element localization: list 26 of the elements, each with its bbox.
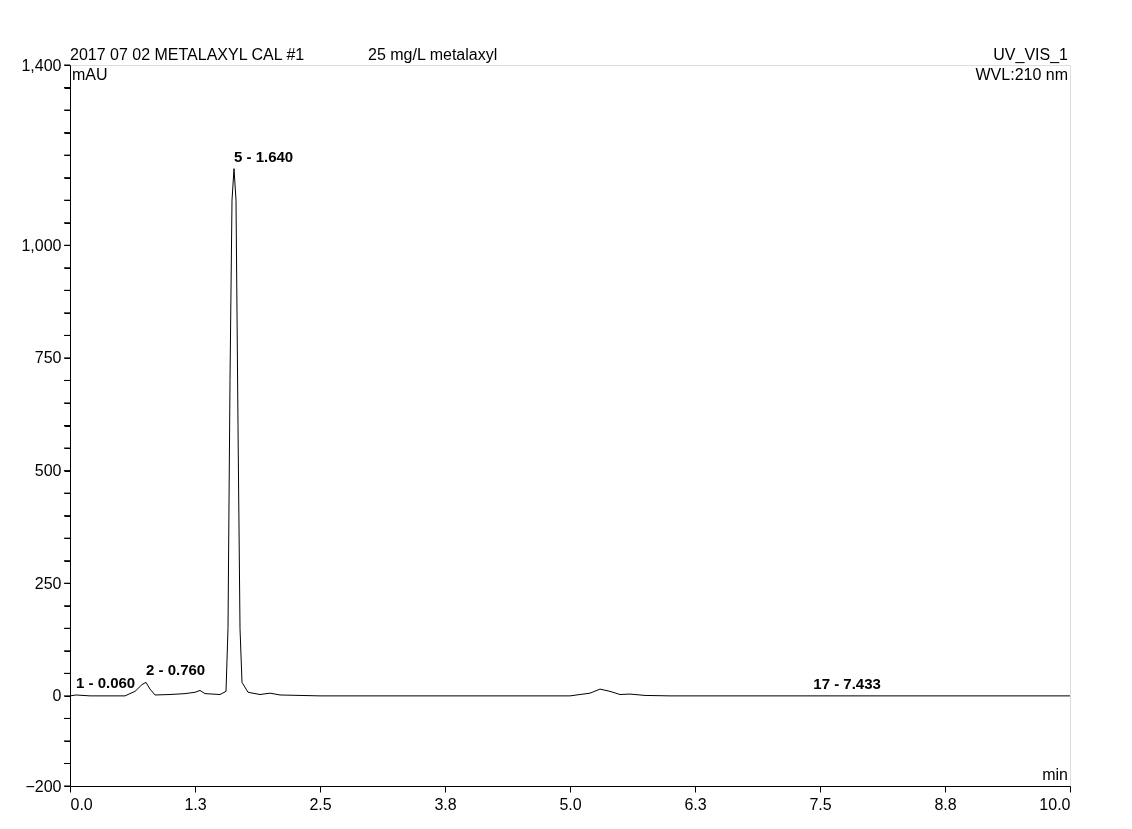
x-tick-label: 0.0 — [70, 795, 93, 813]
x-tick-label: 10.0 — [1039, 795, 1071, 813]
y-tick-label: 250 — [34, 574, 62, 592]
chart-subtitle: 25 mg/L metalaxyl — [368, 46, 498, 63]
y-axis-title: mAU — [72, 66, 108, 83]
x-axis-title: min — [1042, 766, 1068, 783]
x-tick-label: 8.8 — [934, 795, 957, 813]
x-tick-label: 3.8 — [434, 795, 457, 813]
y-tick-label: 1,400 — [21, 56, 62, 74]
y-tick-label: 500 — [34, 462, 62, 480]
x-tick-label: 7.5 — [809, 795, 832, 813]
annotation: 17 - 7.433 — [813, 674, 881, 692]
x-tick-label: 5.0 — [559, 795, 582, 813]
x-tick-label: 2.5 — [309, 795, 332, 813]
y-tick-label: −200 — [25, 777, 62, 795]
x-tick-label: 6.3 — [684, 795, 707, 813]
y-tick-label: 750 — [34, 349, 62, 367]
chart-title: 2017 07 02 METALAXYL CAL #1 — [70, 46, 305, 63]
annotation: 2 - 0.760 — [146, 661, 206, 679]
annotation: WVL:210 nm — [975, 66, 1068, 83]
y-tick-label: 1,000 — [21, 236, 62, 254]
annotation: 5 - 1.640 — [234, 147, 294, 165]
y-tick-label: 0 — [52, 687, 62, 705]
annotation: 1 - 0.060 — [76, 673, 136, 691]
x-tick-label: 1.3 — [184, 795, 207, 813]
text: UV_VIS_1 — [993, 46, 1069, 64]
